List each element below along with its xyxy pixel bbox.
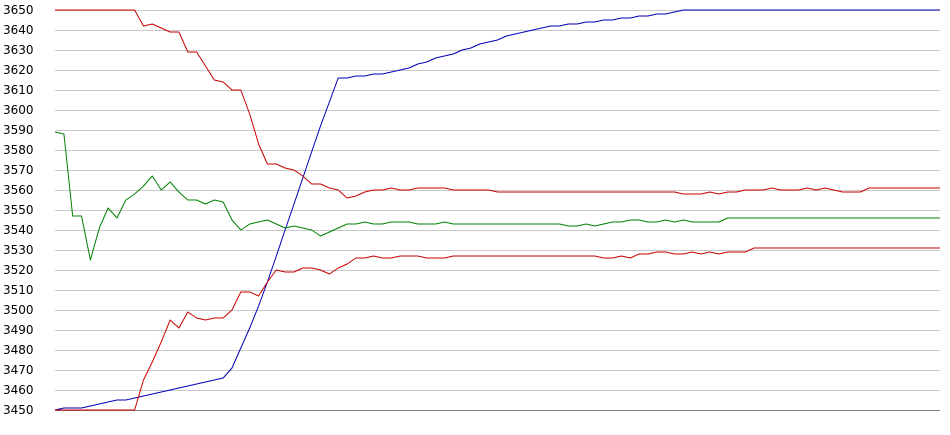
y-tick-label: 3500 — [3, 303, 34, 317]
series-line-2 — [55, 9, 940, 199]
y-tick-label: 3650 — [3, 3, 34, 17]
y-tick-label: 3580 — [3, 143, 34, 157]
y-tick-label: 3620 — [3, 63, 34, 77]
series-line-4 — [55, 247, 940, 411]
series-lines — [54, 9, 940, 411]
y-tick-label: 3550 — [3, 203, 34, 217]
series-line-1 — [54, 9, 940, 411]
y-axis-ticks: 3450 3460 3470 3480 3490 3500 3510 3520 3530 3540… — [3, 3, 34, 417]
grid — [55, 10, 940, 411]
y-tick-label: 3460 — [3, 383, 34, 397]
y-tick-label: 3520 — [3, 263, 34, 277]
y-tick-label: 3480 — [3, 343, 34, 357]
y-tick-label: 3600 — [3, 103, 34, 117]
y-tick-label: 3590 — [3, 123, 34, 137]
y-tick-label: 3630 — [3, 43, 34, 57]
y-tick-label: 3450 — [3, 403, 34, 417]
y-tick-label: 3510 — [3, 283, 34, 297]
series-line-3 — [54, 131, 940, 261]
y-tick-label: 3530 — [3, 243, 34, 257]
y-tick-label: 3570 — [3, 163, 34, 177]
y-tick-label: 3490 — [3, 323, 34, 337]
y-tick-label: 3470 — [3, 363, 34, 377]
y-tick-label: 3610 — [3, 83, 34, 97]
y-tick-label: 3640 — [3, 23, 34, 37]
y-tick-label: 3560 — [3, 183, 34, 197]
y-tick-label: 3540 — [3, 223, 34, 237]
